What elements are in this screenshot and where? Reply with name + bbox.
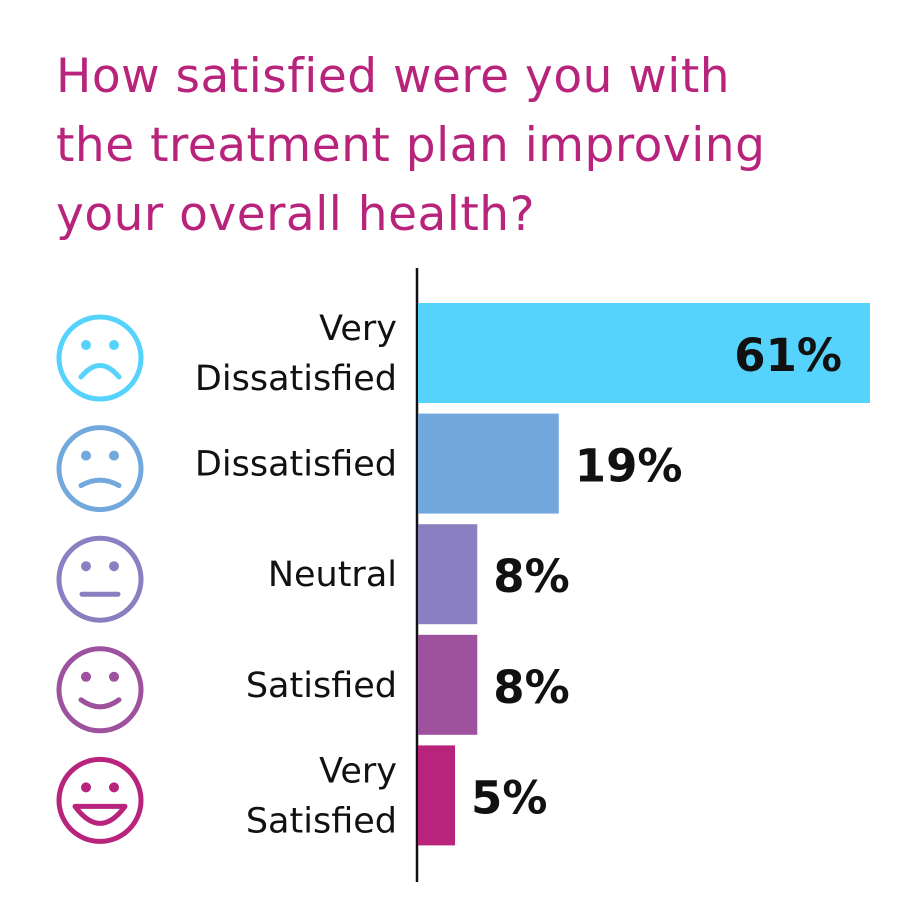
neutral-face-icon bbox=[56, 535, 144, 623]
category-label: Satisfied bbox=[246, 801, 397, 841]
bar bbox=[418, 524, 478, 625]
value-label: 5% bbox=[471, 771, 547, 824]
category-label: Dissatisfied bbox=[195, 359, 397, 399]
smile-face-icon bbox=[56, 646, 144, 734]
bar bbox=[418, 303, 870, 403]
title-line: your overall health? bbox=[56, 187, 536, 242]
title-line: How satisfied were you with bbox=[56, 49, 731, 104]
value-label: 19% bbox=[575, 440, 683, 493]
title-line: the treatment plan improving bbox=[56, 118, 766, 173]
value-label: 8% bbox=[493, 661, 569, 714]
sad-face-icon bbox=[56, 425, 144, 513]
category-label: Neutral bbox=[268, 555, 397, 595]
bar bbox=[418, 413, 559, 514]
value-label: 61% bbox=[734, 329, 842, 382]
category-label: Very bbox=[319, 309, 397, 349]
very-sad-face-icon bbox=[56, 314, 144, 402]
category-label: Dissatisfied bbox=[195, 445, 397, 485]
big-smile-face-icon bbox=[56, 756, 144, 844]
category-label: Very bbox=[319, 751, 397, 791]
bar bbox=[418, 634, 478, 735]
chart-title: How satisfied were you with the treatmen… bbox=[56, 42, 765, 249]
bar bbox=[418, 745, 456, 846]
value-label: 8% bbox=[493, 550, 569, 603]
category-label: Satisfied bbox=[246, 666, 397, 706]
